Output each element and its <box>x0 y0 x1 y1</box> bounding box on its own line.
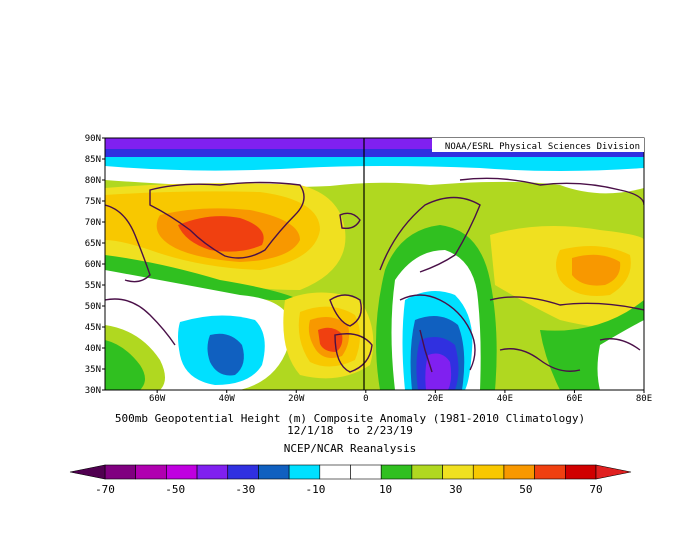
colorbar-labels: -70 -50 -30 -10 10 30 50 70 <box>95 483 603 496</box>
lon-label: 40W <box>219 394 236 404</box>
lat-label: 85N <box>85 155 101 165</box>
lon-label: 20E <box>427 394 443 404</box>
caption-source: NCEP/NCAR Reanalysis <box>283 442 417 455</box>
caption-dates: 12/1/18 to 2/23/19 <box>287 424 413 437</box>
lon-label: 60W <box>149 394 166 404</box>
lat-label: 75N <box>85 197 101 207</box>
colorbar-tick-label: 30 <box>449 483 462 496</box>
colorbar-swatch <box>503 464 535 480</box>
longitude-labels: 60W 40W 20W 0 20E 40E 60E 80E <box>149 390 652 404</box>
lat-label: 45N <box>85 323 101 333</box>
colorbar-swatch <box>411 464 443 480</box>
colorbar-tick-label: -10 <box>305 483 325 496</box>
colorbar-swatch <box>258 464 290 480</box>
colorbar-swatch <box>104 464 136 480</box>
lat-label: 50N <box>85 302 101 312</box>
colorbar-swatch <box>166 464 198 480</box>
colorbar-min-arrow <box>69 464 106 480</box>
coastlines <box>105 177 644 373</box>
lat-label: 65N <box>85 239 101 249</box>
colorbar-swatch <box>196 464 229 480</box>
colorbar-swatch <box>380 464 413 480</box>
lat-label: 55N <box>85 281 101 291</box>
lon-label: 40E <box>497 394 513 404</box>
colorbar-swatch <box>534 464 566 480</box>
colorbar-tick-label: 70 <box>589 483 602 496</box>
lat-label: 40N <box>85 344 101 354</box>
lat-label: 30N <box>85 386 101 396</box>
colorbar <box>69 464 632 480</box>
colorbar-swatch <box>319 464 351 480</box>
caption-title: 500mb Geopotential Height (m) Composite … <box>114 412 586 425</box>
lat-label: 35N <box>85 365 101 375</box>
colorbar-max-arrow <box>595 464 632 480</box>
anomaly-field <box>105 138 644 390</box>
lon-label: 60E <box>566 394 582 404</box>
lat-label: 80N <box>85 176 101 186</box>
lat-label: 90N <box>85 134 101 144</box>
lon-label: 0 <box>363 394 368 404</box>
latitude-labels: 90N 85N 80N 75N 70N 65N 60N 55N 50N 45N 40N 35N 30N <box>85 134 105 396</box>
colorbar-swatch <box>472 464 505 480</box>
colorbar-tick-label: 10 <box>379 483 392 496</box>
colorbar-tick-label: 50 <box>519 483 532 496</box>
colorbar-swatch <box>227 464 259 480</box>
lat-label: 60N <box>85 260 101 270</box>
credit-label: NOAA/ESRL Physical Sciences Division <box>445 142 640 152</box>
lon-label: 80E <box>636 394 652 404</box>
colorbar-swatch <box>350 464 382 480</box>
lat-label: 70N <box>85 218 101 228</box>
colorbar-swatch <box>135 464 167 480</box>
lon-label: 20W <box>288 394 305 404</box>
colorbar-tick-label: -50 <box>165 483 185 496</box>
colorbar-tick-label: -70 <box>95 483 115 496</box>
colorbar-swatch <box>565 464 597 480</box>
colorbar-swatch <box>288 464 321 480</box>
colorbar-swatch <box>442 464 474 480</box>
colorbar-tick-label: -30 <box>235 483 255 496</box>
